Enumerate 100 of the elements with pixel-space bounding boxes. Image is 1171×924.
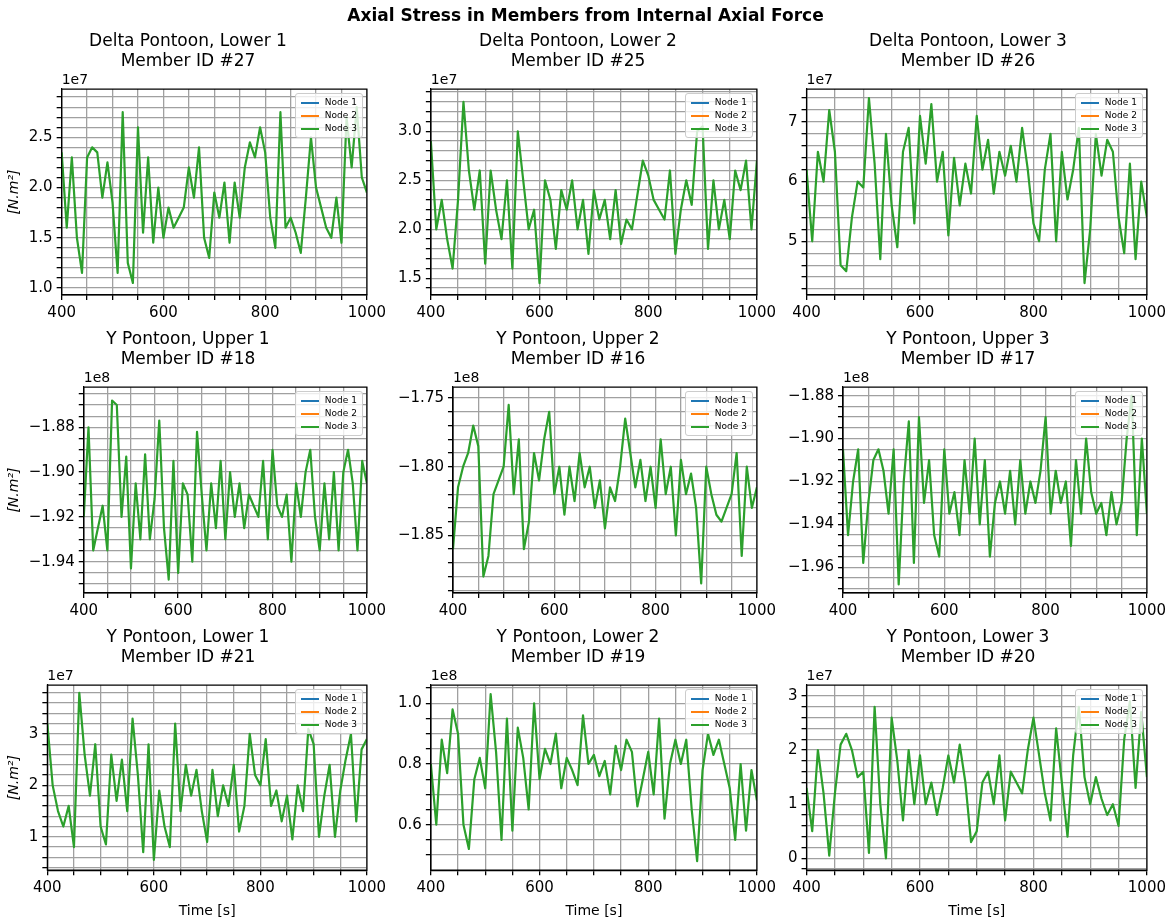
x-axis-title: Time [s] <box>177 902 236 919</box>
chart-title: Y Pontoon, Upper 3 Member ID #17 <box>885 328 1050 368</box>
y-tick-label: 2.5 <box>28 127 53 146</box>
y-tick-label: 2.0 <box>28 177 53 196</box>
legend-label: Node 2 <box>1104 408 1137 419</box>
legend-label: Node 1 <box>324 97 357 108</box>
legend-label: Node 2 <box>714 110 747 121</box>
legend-label: Node 2 <box>324 408 357 419</box>
y-tick-label: 2 <box>28 775 39 794</box>
x-tick-label: 600 <box>525 302 554 321</box>
legend-label: Node 1 <box>324 395 357 406</box>
text: 1e7 <box>806 70 833 87</box>
y-tick-label: 6 <box>788 171 798 190</box>
x-tick-label: 1000 <box>1127 600 1167 619</box>
y-tick-label: −1.85 <box>398 525 444 544</box>
chart-title: Y Pontoon, Upper 2 Member ID #16 <box>495 328 660 368</box>
x-tick-label: 800 <box>246 878 275 897</box>
legend-label: Node 3 <box>1104 421 1137 432</box>
legend-label: Node 2 <box>714 706 747 717</box>
text: Axial Stress in Members from Internal Axial Force <box>346 4 825 27</box>
x-tick-label: 800 <box>250 302 280 321</box>
chart-title: Delta Pontoon, Lower 2 Member ID #25 <box>479 30 677 70</box>
legend-label: Node 2 <box>324 110 357 121</box>
x-tick-label: 400 <box>33 878 62 897</box>
y-tick-label: 7 <box>788 111 798 130</box>
y-tick-label: −1.88 <box>28 417 75 436</box>
text: 1e8 <box>842 368 870 385</box>
x-tick-label: 600 <box>139 878 169 897</box>
x-tick-label: 600 <box>525 878 554 897</box>
legend-label: Node 2 <box>1104 110 1137 121</box>
x-tick-label: 800 <box>633 302 663 321</box>
y-tick-label: 1 <box>788 794 798 813</box>
x-tick-label: 800 <box>1019 302 1048 321</box>
legend-label: Node 2 <box>324 706 357 717</box>
legend-label: Node 3 <box>714 719 747 730</box>
y-tick-label: 3 <box>28 723 39 742</box>
x-tick-label: 600 <box>929 600 959 619</box>
x-tick-label: 1000 <box>1127 878 1167 897</box>
x-tick-label: 600 <box>149 302 178 321</box>
legend-label: Node 1 <box>1104 693 1137 704</box>
y-tick-label: −1.94 <box>788 514 834 533</box>
x-tick-label: 400 <box>416 878 446 897</box>
y-tick-label: 1.0 <box>28 277 53 296</box>
y-tick-label: −1.80 <box>398 456 444 475</box>
chart-title: Y Pontoon, Upper 1 Member ID #18 <box>105 328 270 368</box>
x-tick-label: 400 <box>416 302 446 321</box>
chart-title: Delta Pontoon, Lower 1 Member ID #27 <box>89 30 287 70</box>
x-tick-label: 600 <box>905 878 935 897</box>
x-axis-title: Time [s] <box>947 902 1006 919</box>
y-tick-label: 1.5 <box>398 268 422 287</box>
x-tick-label: 800 <box>1019 878 1048 897</box>
legend-label: Node 1 <box>324 693 357 704</box>
y-tick-label: 1.0 <box>398 693 422 712</box>
legend-label: Node 2 <box>714 408 747 419</box>
y-axis-title: [N.m²] <box>5 467 22 513</box>
x-tick-label: 400 <box>47 302 76 321</box>
text: 1e8 <box>452 368 480 385</box>
y-tick-label: 3.0 <box>398 121 422 140</box>
x-tick-label: 600 <box>539 600 569 619</box>
y-tick-label: −1.94 <box>28 551 75 570</box>
y-tick-label: 1.5 <box>28 227 53 246</box>
chart-title: Y Pontoon, Lower 1 Member ID #21 <box>105 626 270 666</box>
chart-title: Y Pontoon, Lower 2 Member ID #19 <box>495 626 660 666</box>
y-tick-label: 5 <box>788 231 798 250</box>
x-tick-label: 400 <box>828 600 858 619</box>
x-tick-label: 800 <box>1031 600 1060 619</box>
legend-label: Node 3 <box>324 719 357 730</box>
legend-label: Node 3 <box>1104 123 1137 134</box>
y-tick-label: −1.90 <box>788 428 834 447</box>
text: 1e7 <box>430 70 458 87</box>
legend-label: Node 3 <box>324 421 357 432</box>
text: 1e8 <box>430 666 458 683</box>
text: 1e7 <box>61 70 89 87</box>
x-tick-label: 600 <box>163 600 193 619</box>
legend-label: Node 1 <box>714 693 747 704</box>
legend-label: Node 1 <box>714 97 747 108</box>
legend-label: Node 1 <box>1104 395 1137 406</box>
chart-title: Y Pontoon, Lower 3 Member ID #20 <box>885 626 1050 666</box>
x-tick-label: 1000 <box>347 600 387 619</box>
y-tick-label: −1.96 <box>788 557 834 576</box>
legend-label: Node 3 <box>1104 719 1137 730</box>
y-tick-label: 1 <box>28 826 39 845</box>
x-tick-label: 1000 <box>737 302 777 321</box>
y-tick-label: −1.92 <box>28 506 75 525</box>
x-tick-label: 1000 <box>347 302 387 321</box>
y-axis-title: [N.m²] <box>5 169 22 215</box>
x-axis-title: Time [s] <box>564 902 623 919</box>
y-axis-title: [N.m²] <box>5 755 22 801</box>
x-tick-label: 400 <box>438 600 468 619</box>
legend-label: Node 1 <box>714 395 747 406</box>
x-tick-label: 1000 <box>1127 302 1167 321</box>
y-tick-label: 2.5 <box>398 170 422 189</box>
y-tick-label: −1.75 <box>398 387 444 406</box>
y-tick-label: 2 <box>788 739 798 758</box>
text: 1e7 <box>47 666 74 683</box>
x-tick-label: 400 <box>792 878 821 897</box>
x-tick-label: 800 <box>641 600 670 619</box>
y-tick-label: 0.8 <box>398 753 422 772</box>
y-tick-label: −1.88 <box>788 385 834 404</box>
x-tick-label: 400 <box>69 600 99 619</box>
